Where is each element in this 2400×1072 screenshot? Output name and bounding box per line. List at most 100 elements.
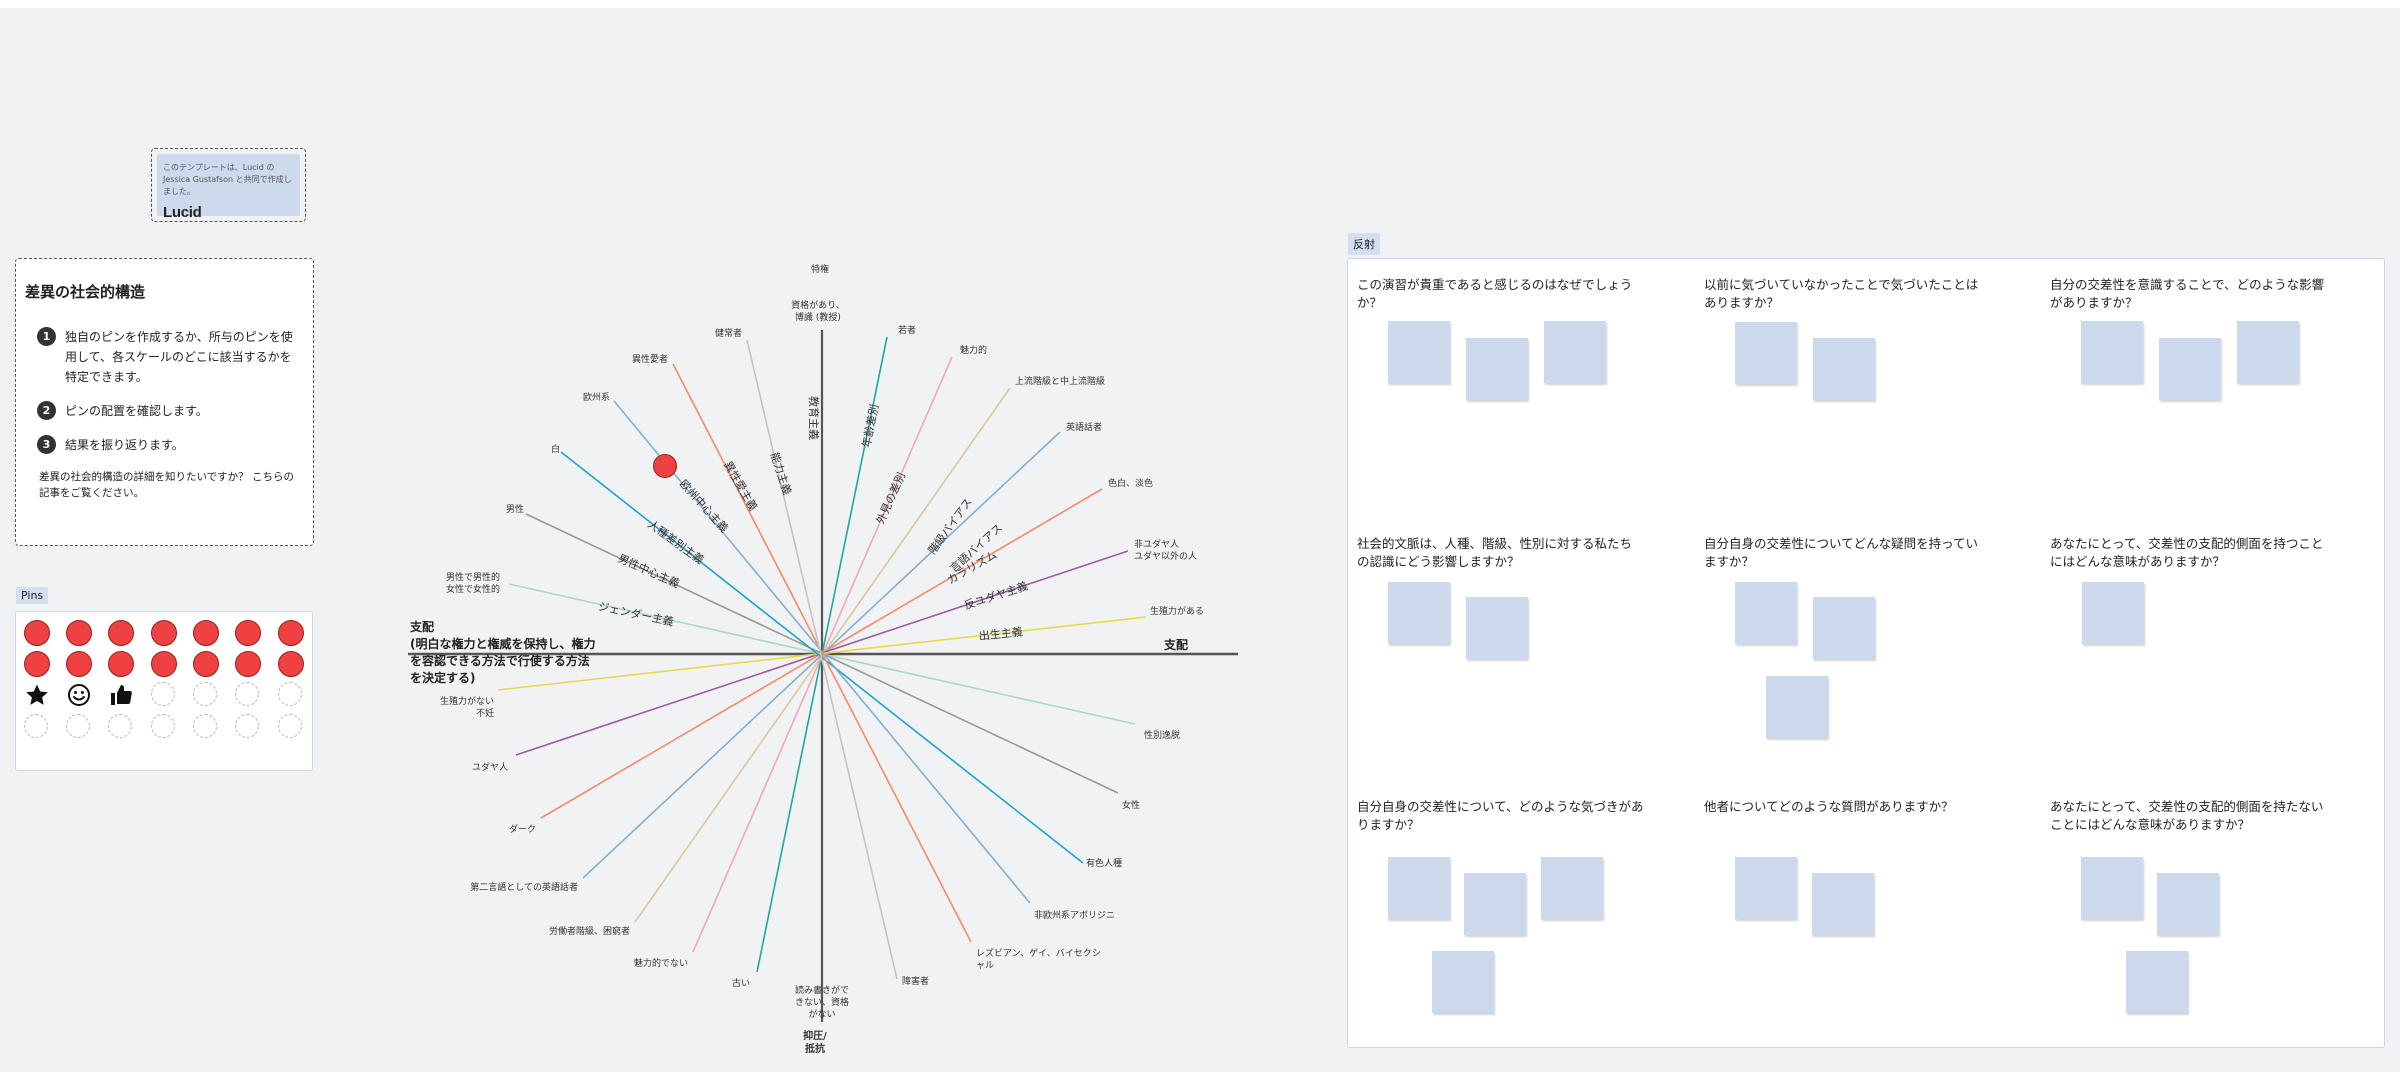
sticky-note[interactable] bbox=[1735, 582, 1797, 644]
red-pin[interactable] bbox=[151, 620, 177, 646]
sticky-note[interactable] bbox=[2237, 321, 2299, 383]
spoke-negative-label: 魅力的でない bbox=[633, 959, 688, 969]
sticky-note[interactable] bbox=[1466, 338, 1528, 400]
spoke-negative-label: 障害者 bbox=[902, 977, 930, 987]
spoke-positive-label: 資格があり、博識 (教授) bbox=[791, 301, 845, 323]
empty-pin-slot[interactable] bbox=[108, 714, 132, 738]
spoke-negative-label: 労働者階級、困窮者 bbox=[548, 927, 630, 937]
placed-pin[interactable] bbox=[653, 454, 677, 478]
reflection-question-8: 他者についてどのような質問がありますか？ bbox=[1704, 799, 1954, 814]
step-number-2: 2 bbox=[37, 401, 56, 420]
red-pin[interactable] bbox=[24, 651, 50, 677]
reflection-question-1: この演習が貴重であると感じるのはなぜでしょうか？ bbox=[1357, 277, 1633, 310]
spoke-name-label: 教育主義 bbox=[807, 396, 820, 440]
article-link-text[interactable]: 差異の社会的構造の詳細を知りたいですか？ こちらの記事をご覧ください。 bbox=[39, 471, 295, 499]
spoke-positive-label: 男性で男性的 女性で女性的 bbox=[445, 573, 500, 595]
spoke-negative-label: 古い bbox=[731, 979, 750, 989]
empty-pin-slot[interactable] bbox=[235, 714, 259, 738]
red-pin[interactable] bbox=[151, 651, 177, 677]
spoke-negative-label: レズビアン、ゲイ、バイセクシャル bbox=[976, 949, 1101, 971]
smiley-icon[interactable] bbox=[66, 682, 92, 708]
instructions-title: 差異の社会的構造 bbox=[25, 283, 146, 301]
step-text-1: 独自のピンを作成するか、所与のピンを使用して、各スケールのどこに該当するかを特定… bbox=[65, 330, 293, 384]
sticky-note[interactable] bbox=[2159, 338, 2221, 400]
top-toolbar-strip bbox=[0, 0, 2400, 8]
red-pin[interactable] bbox=[235, 620, 261, 646]
sticky-note[interactable] bbox=[2157, 873, 2219, 935]
spoke-positive-label: 健常者 bbox=[714, 329, 742, 339]
empty-pin-slot[interactable] bbox=[151, 682, 175, 706]
sticky-note[interactable] bbox=[1388, 857, 1450, 919]
sticky-note[interactable] bbox=[1812, 873, 1874, 935]
sticky-note[interactable] bbox=[2081, 321, 2143, 383]
spoke-negative-label: 性別逸脱 bbox=[1144, 731, 1181, 741]
empty-pin-slot[interactable] bbox=[66, 714, 90, 738]
sticky-note[interactable] bbox=[1813, 338, 1875, 400]
axis-label-right: 支配 bbox=[1164, 638, 1189, 652]
thumbs-up-icon[interactable] bbox=[108, 682, 134, 708]
spoke-negative-label: ユダヤ人 bbox=[471, 763, 508, 773]
spoke-positive-label: 白 bbox=[550, 445, 560, 455]
spoke-negative-label: 女性 bbox=[1122, 801, 1141, 811]
axis-label-top: 特権 bbox=[810, 265, 830, 275]
instruction-step-3: 3 結果を振り返ります。 bbox=[25, 435, 301, 455]
red-pin[interactable] bbox=[108, 620, 134, 646]
red-pin[interactable] bbox=[108, 651, 134, 677]
sticky-note[interactable] bbox=[1432, 951, 1494, 1013]
sticky-note[interactable] bbox=[2081, 857, 2143, 919]
empty-pin-slot[interactable] bbox=[193, 682, 217, 706]
empty-pin-slot[interactable] bbox=[278, 714, 302, 738]
sticky-note[interactable] bbox=[2082, 582, 2144, 644]
step-number-1: 1 bbox=[37, 327, 56, 346]
spoke-negative-label: ダーク bbox=[508, 825, 536, 835]
spoke-negative-label: 非欧州系アボリジニ bbox=[1034, 911, 1116, 921]
step-text-3: 結果を振り返ります。 bbox=[65, 438, 184, 452]
empty-pin-slot[interactable] bbox=[235, 682, 259, 706]
step-number-3: 3 bbox=[37, 435, 56, 454]
empty-pin-slot[interactable] bbox=[278, 682, 302, 706]
red-pin[interactable] bbox=[235, 651, 261, 677]
spoke-positive-label: 欧州系 bbox=[582, 393, 610, 403]
step-text-2: ピンの配置を確認します。 bbox=[65, 404, 208, 418]
spoke-positive-label: 若者 bbox=[898, 326, 917, 336]
red-pin[interactable] bbox=[193, 620, 219, 646]
sticky-note[interactable] bbox=[1735, 322, 1797, 384]
red-pin[interactable] bbox=[66, 620, 92, 646]
sticky-note[interactable] bbox=[1466, 597, 1528, 659]
empty-pin-slot[interactable] bbox=[193, 714, 217, 738]
axis-label-bottom: 抑圧/抵抗 bbox=[803, 1031, 827, 1055]
spoke-negative-label: 生殖力がない 不妊 bbox=[439, 697, 494, 719]
sticky-note[interactable] bbox=[1766, 676, 1828, 738]
red-pin[interactable] bbox=[193, 651, 219, 677]
reflection-question-2: 以前に気づいていなかったことで気づいたことはありますか？ bbox=[1704, 277, 1979, 310]
empty-pin-slot[interactable] bbox=[24, 714, 48, 738]
red-pin[interactable] bbox=[24, 620, 50, 646]
instructions-card[interactable]: 差異の社会的構造 1 独自のピンを作成するか、所与のピンを使用して、各スケールの… bbox=[15, 258, 314, 546]
spoke-negative-label: 有色人種 bbox=[1086, 859, 1123, 869]
spoke-positive-label: 上流階級と中上流階級 bbox=[1015, 377, 1106, 387]
spoke-positive-label: 色白、淡色 bbox=[1108, 479, 1154, 489]
sticky-note[interactable] bbox=[1388, 321, 1450, 383]
red-pin[interactable] bbox=[278, 620, 304, 646]
sticky-note[interactable] bbox=[1464, 873, 1526, 935]
sticky-note[interactable] bbox=[2126, 951, 2188, 1013]
template-credit-card[interactable]: このテンプレートは、Lucid の Jessica Gustafson と共同で… bbox=[151, 148, 306, 222]
credit-card-body: このテンプレートは、Lucid の Jessica Gustafson と共同で… bbox=[157, 154, 300, 221]
star-icon[interactable] bbox=[24, 682, 50, 708]
axis-label-left: 支配 (明白な権力と権威を保持し、権力を容認できる方法で行使する方法を決定する) bbox=[410, 620, 596, 685]
spoke-negative-label: 読み書きができない、資格がない bbox=[794, 986, 849, 1020]
reflection-question-5: 自分自身の交差性についてどんな疑問を持っていますか？ bbox=[1704, 536, 1979, 569]
red-pin[interactable] bbox=[66, 651, 92, 677]
sticky-note[interactable] bbox=[1541, 857, 1603, 919]
reflection-question-9: あなたにとって、交差性の支配的側面を持たないことにはどんな意味がありますか？ bbox=[2050, 799, 2324, 832]
spoke-line-14 bbox=[746, 339, 898, 980]
sticky-note[interactable] bbox=[1735, 857, 1797, 919]
reflection-label: 反射 bbox=[1348, 233, 1380, 255]
sticky-note[interactable] bbox=[1544, 321, 1606, 383]
reflection-question-3: 自分の交差性を意識することで、どのような影響がありますか？ bbox=[2050, 277, 2325, 310]
sticky-note[interactable] bbox=[1813, 597, 1875, 659]
sticky-note[interactable] bbox=[1388, 582, 1450, 644]
empty-pin-slot[interactable] bbox=[151, 714, 175, 738]
red-pin[interactable] bbox=[278, 651, 304, 677]
